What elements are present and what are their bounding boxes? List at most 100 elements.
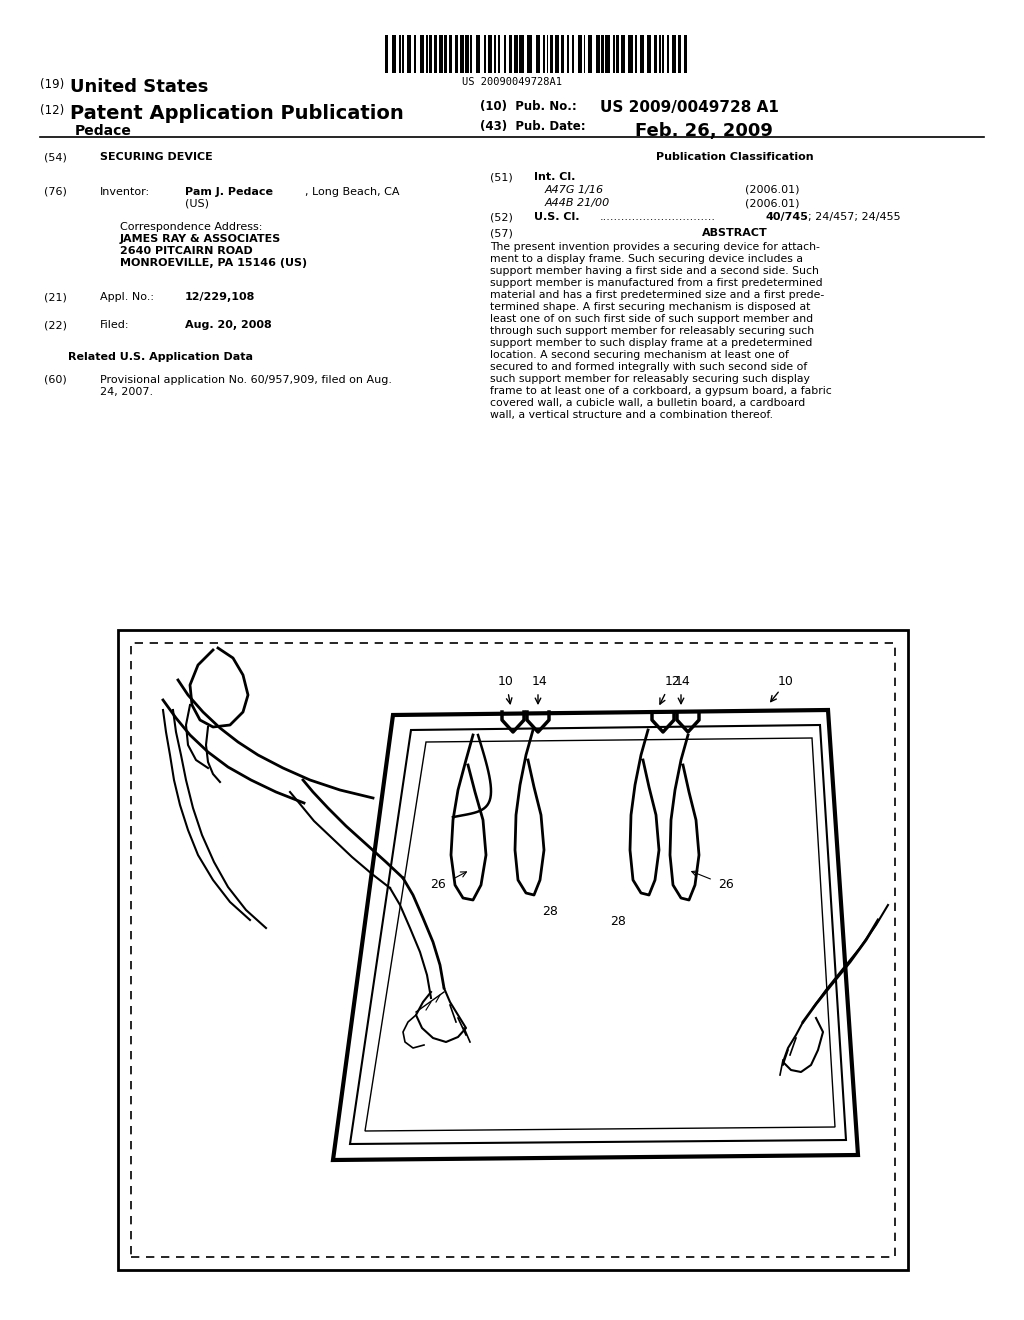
Text: 28: 28 — [610, 915, 626, 928]
Bar — [544, 36, 545, 73]
Bar — [663, 36, 664, 73]
Text: (2006.01): (2006.01) — [745, 185, 800, 195]
Text: such support member for releasably securing such display: such support member for releasably secur… — [490, 374, 810, 384]
Text: JAMES RAY & ASSOCIATES: JAMES RAY & ASSOCIATES — [120, 234, 282, 244]
Text: 40/745: 40/745 — [765, 213, 808, 222]
Bar — [584, 36, 585, 73]
Text: Filed:: Filed: — [100, 319, 129, 330]
Bar — [566, 36, 568, 73]
Bar — [547, 36, 549, 73]
Text: support member having a first side and a second side. Such: support member having a first side and a… — [490, 267, 819, 276]
Bar — [659, 36, 660, 73]
Bar — [487, 36, 492, 73]
Bar — [460, 36, 464, 73]
Bar — [605, 36, 609, 73]
Bar — [572, 36, 573, 73]
Text: least one of on such first side of such support member and: least one of on such first side of such … — [490, 314, 813, 323]
Bar — [589, 36, 593, 73]
Text: The present invention provides a securing device for attach-: The present invention provides a securin… — [490, 242, 820, 252]
Text: wall, a vertical structure and a combination thereof.: wall, a vertical structure and a combina… — [490, 411, 773, 420]
Text: U.S. Cl.: U.S. Cl. — [534, 213, 580, 222]
Text: (76): (76) — [44, 187, 67, 197]
Text: US 20090049728A1: US 20090049728A1 — [462, 77, 562, 87]
Text: ment to a display frame. Such securing device includes a: ment to a display frame. Such securing d… — [490, 253, 803, 264]
Bar — [414, 36, 416, 73]
Text: termined shape. A first securing mechanism is disposed at: termined shape. A first securing mechani… — [490, 302, 810, 312]
Text: (22): (22) — [44, 319, 67, 330]
Bar — [434, 36, 437, 73]
Bar — [470, 36, 472, 73]
Text: support member to such display frame at a predetermined: support member to such display frame at … — [490, 338, 812, 348]
Bar — [429, 36, 432, 73]
Bar — [596, 36, 600, 73]
Text: Related U.S. Application Data: Related U.S. Application Data — [68, 352, 253, 362]
Text: 12/229,108: 12/229,108 — [185, 292, 255, 302]
Text: Feb. 26, 2009: Feb. 26, 2009 — [635, 121, 773, 140]
Text: Pedace: Pedace — [75, 124, 132, 139]
Bar — [439, 36, 443, 73]
Bar — [678, 36, 681, 73]
Text: ; 24/457; 24/455: ; 24/457; 24/455 — [808, 213, 901, 222]
Bar — [420, 36, 424, 73]
Bar — [484, 36, 486, 73]
Text: United States: United States — [70, 78, 208, 96]
Text: Publication Classification: Publication Classification — [656, 152, 814, 162]
Bar — [684, 36, 687, 73]
Bar — [578, 36, 582, 73]
Text: (2006.01): (2006.01) — [745, 198, 800, 209]
Text: , Long Beach, CA: , Long Beach, CA — [305, 187, 399, 197]
Text: 10: 10 — [498, 675, 514, 688]
Bar — [131, 643, 895, 1257]
Text: 12: 12 — [666, 675, 681, 688]
Text: A44B 21/00: A44B 21/00 — [545, 198, 610, 209]
Text: covered wall, a cubicle wall, a bulletin board, a cardboard: covered wall, a cubicle wall, a bulletin… — [490, 399, 805, 408]
Text: (US): (US) — [185, 199, 209, 209]
Bar — [475, 36, 480, 73]
Bar — [550, 36, 553, 73]
Bar — [616, 36, 618, 73]
Text: MONROEVILLE, PA 15146 (US): MONROEVILLE, PA 15146 (US) — [120, 257, 307, 268]
Bar — [118, 630, 908, 1270]
Text: 28: 28 — [542, 906, 558, 917]
Bar — [519, 36, 524, 73]
Text: (51): (51) — [490, 172, 513, 182]
Bar — [653, 36, 656, 73]
Text: Inventor:: Inventor: — [100, 187, 151, 197]
Bar — [494, 36, 496, 73]
Text: through such support member for releasably securing such: through such support member for releasab… — [490, 326, 814, 337]
Bar — [402, 36, 403, 73]
Text: 24, 2007.: 24, 2007. — [100, 387, 154, 397]
Bar — [444, 36, 446, 73]
Text: (57): (57) — [490, 228, 513, 238]
Bar — [391, 36, 395, 73]
Text: (54): (54) — [44, 152, 67, 162]
Text: A47G 1/16: A47G 1/16 — [545, 185, 604, 195]
Text: material and has a first predetermined size and a first prede-: material and has a first predetermined s… — [490, 290, 824, 300]
Text: ABSTRACT: ABSTRACT — [702, 228, 768, 238]
Bar — [667, 36, 670, 73]
Bar — [509, 36, 512, 73]
Bar — [601, 36, 604, 73]
Text: 26: 26 — [430, 879, 446, 891]
Text: US 2009/0049728 A1: US 2009/0049728 A1 — [600, 100, 779, 115]
Bar — [449, 36, 452, 73]
Text: Patent Application Publication: Patent Application Publication — [70, 104, 403, 123]
Text: frame to at least one of a corkboard, a gypsum board, a fabric: frame to at least one of a corkboard, a … — [490, 385, 831, 396]
Bar — [621, 36, 625, 73]
Text: (10)  Pub. No.:: (10) Pub. No.: — [480, 100, 577, 114]
Bar — [672, 36, 677, 73]
Bar — [612, 36, 615, 73]
Text: 26: 26 — [718, 879, 734, 891]
Bar — [504, 36, 506, 73]
Text: (43)  Pub. Date:: (43) Pub. Date: — [480, 120, 586, 133]
Text: Aug. 20, 2008: Aug. 20, 2008 — [185, 319, 271, 330]
Text: (60): (60) — [44, 375, 67, 385]
Bar — [647, 36, 651, 73]
Bar — [385, 36, 388, 73]
Text: secured to and formed integrally with such second side of: secured to and formed integrally with su… — [490, 362, 807, 372]
Text: 14: 14 — [532, 675, 548, 688]
Text: 14: 14 — [675, 675, 691, 688]
Bar — [561, 36, 564, 73]
Bar — [536, 36, 540, 73]
Bar — [408, 36, 411, 73]
